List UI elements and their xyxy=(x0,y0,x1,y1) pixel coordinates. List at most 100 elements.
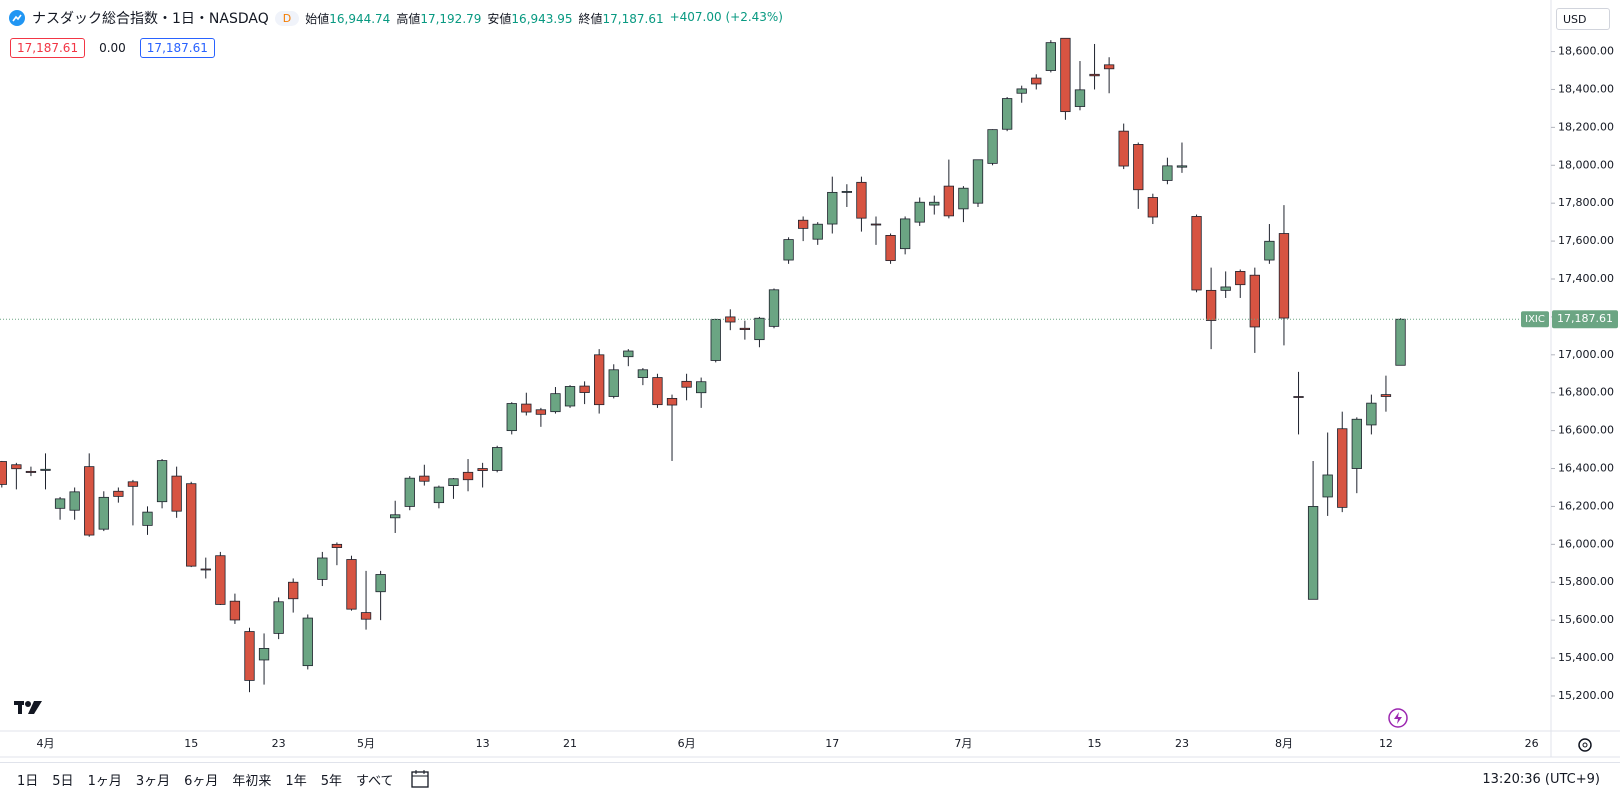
calendar-icon[interactable] xyxy=(411,770,429,788)
candle-body xyxy=(1060,37,1071,113)
candle-body xyxy=(506,403,517,432)
candle-body xyxy=(623,350,634,358)
candle-body xyxy=(1001,98,1013,130)
ohlc-value: 17,192.79 xyxy=(420,11,482,26)
range-button[interactable]: 1ヶ月 xyxy=(87,773,122,789)
candle-body xyxy=(127,481,139,487)
candle-body xyxy=(186,483,197,567)
candle-body xyxy=(521,403,532,413)
candle-body xyxy=(375,574,386,593)
candle-body xyxy=(652,377,663,406)
candle-body xyxy=(535,409,547,415)
candle-body xyxy=(1133,144,1144,191)
candle-body xyxy=(244,631,255,681)
candle-body xyxy=(870,223,882,226)
candle-body xyxy=(608,369,619,397)
x-tick-label: 4月 xyxy=(37,737,55,750)
candle-body xyxy=(404,477,415,507)
symbol-tag-label: IXIC xyxy=(1525,314,1545,325)
candle-body xyxy=(433,486,445,504)
y-tick-label: 18,200.00 xyxy=(1558,120,1614,133)
y-tick-label: 16,200.00 xyxy=(1558,499,1614,512)
bottom-toolbar: 1日 5日 1ヶ月 3ヶ月 6ヶ月 年初来 1年 5年 すべて 13:20:36 (UTC+9) xyxy=(0,762,1620,795)
candle-body xyxy=(1205,289,1217,321)
candle-body xyxy=(798,219,809,229)
candle-body xyxy=(1191,216,1202,291)
candle-body xyxy=(594,354,605,406)
candle-body xyxy=(1307,506,1319,600)
ohlc-label: 高値 xyxy=(396,11,421,26)
candle-body xyxy=(1278,233,1290,319)
ohlc-value: 17,187.61 xyxy=(602,11,664,26)
candle-body xyxy=(899,218,911,250)
candle-body xyxy=(754,317,765,341)
candle-body xyxy=(288,581,299,600)
x-tick-label: 17 xyxy=(825,737,839,750)
candle-body xyxy=(812,223,823,240)
symbol-tag xyxy=(1521,311,1549,328)
y-tick-label: 15,200.00 xyxy=(1558,689,1614,702)
header: ナスダック総合指数・1日・NASDAQ D 始値16,944.74 高値17,1… xyxy=(8,8,783,28)
candle-body xyxy=(987,129,998,164)
x-tick-label: 23 xyxy=(272,737,286,750)
range-button[interactable]: 年初来 xyxy=(232,773,272,789)
candle-body xyxy=(0,461,7,485)
y-tick-label: 16,400.00 xyxy=(1558,462,1614,475)
ohlc-label: 終値 xyxy=(578,11,603,26)
x-tick-label: 13 xyxy=(476,737,490,750)
candle-body xyxy=(84,466,95,536)
x-tick-label: 23 xyxy=(1175,737,1189,750)
y-tick-label: 17,600.00 xyxy=(1558,234,1614,247)
ohlc-label: 安値 xyxy=(487,11,512,26)
settings-icon[interactable] xyxy=(1578,738,1592,752)
ohlc-value: 16,943.95 xyxy=(511,11,573,26)
range-button[interactable]: すべて xyxy=(355,773,394,789)
x-tick-label: 15 xyxy=(1088,737,1102,750)
y-tick-label: 17,400.00 xyxy=(1558,272,1614,285)
candle-body xyxy=(579,385,590,393)
candle-body xyxy=(696,381,707,394)
currency-select[interactable]: USD xyxy=(1556,8,1610,30)
x-tick-label: 21 xyxy=(563,737,577,750)
candle-body xyxy=(637,369,649,378)
candle-body xyxy=(1118,130,1129,167)
candle-body xyxy=(1249,274,1260,328)
candle-body xyxy=(1162,165,1173,181)
range-button[interactable]: 1日 xyxy=(17,773,39,789)
candle-body xyxy=(492,447,503,471)
ohlc-label: 始値 xyxy=(305,11,330,26)
candle-body xyxy=(346,559,357,610)
candle-body xyxy=(200,568,211,571)
candle-body xyxy=(1147,197,1158,218)
ohlc-value: 16,944.74 xyxy=(329,11,391,26)
bid[interactable]: 17,187.61 xyxy=(10,38,86,58)
x-tick-label: 7月 xyxy=(954,737,972,750)
clock: 13:20:36 (UTC+9) xyxy=(1482,771,1600,787)
range-button[interactable]: 5年 xyxy=(320,773,342,789)
range-button[interactable]: 1年 xyxy=(285,773,307,789)
candle-body xyxy=(1235,271,1246,286)
candle-body xyxy=(98,496,109,530)
lightning-icon[interactable] xyxy=(1388,708,1408,728)
candle-body xyxy=(1074,89,1086,107)
candle-body xyxy=(1220,286,1231,291)
ohlc: 始値16,944.74 高値17,192.79 安値16,943.95 終値17… xyxy=(305,10,783,27)
candle-body xyxy=(462,471,474,481)
candle-body xyxy=(11,464,22,470)
y-tick-label: 17,000.00 xyxy=(1558,348,1614,361)
candle-body xyxy=(1176,165,1188,168)
candle-body xyxy=(1031,77,1042,85)
candle-body xyxy=(1366,402,1377,426)
range-button[interactable]: 6ヶ月 xyxy=(184,773,219,789)
range-button[interactable]: 3ヶ月 xyxy=(135,773,171,789)
candle-body xyxy=(215,555,226,605)
ask[interactable]: 17,187.61 xyxy=(139,38,215,58)
candle-body xyxy=(914,201,925,223)
y-tick-label: 18,400.00 xyxy=(1558,82,1614,95)
y-tick-label: 16,600.00 xyxy=(1558,424,1614,437)
range-button[interactable]: 5日 xyxy=(52,773,74,789)
candle-body xyxy=(113,490,124,497)
symbol-icon xyxy=(9,10,25,26)
